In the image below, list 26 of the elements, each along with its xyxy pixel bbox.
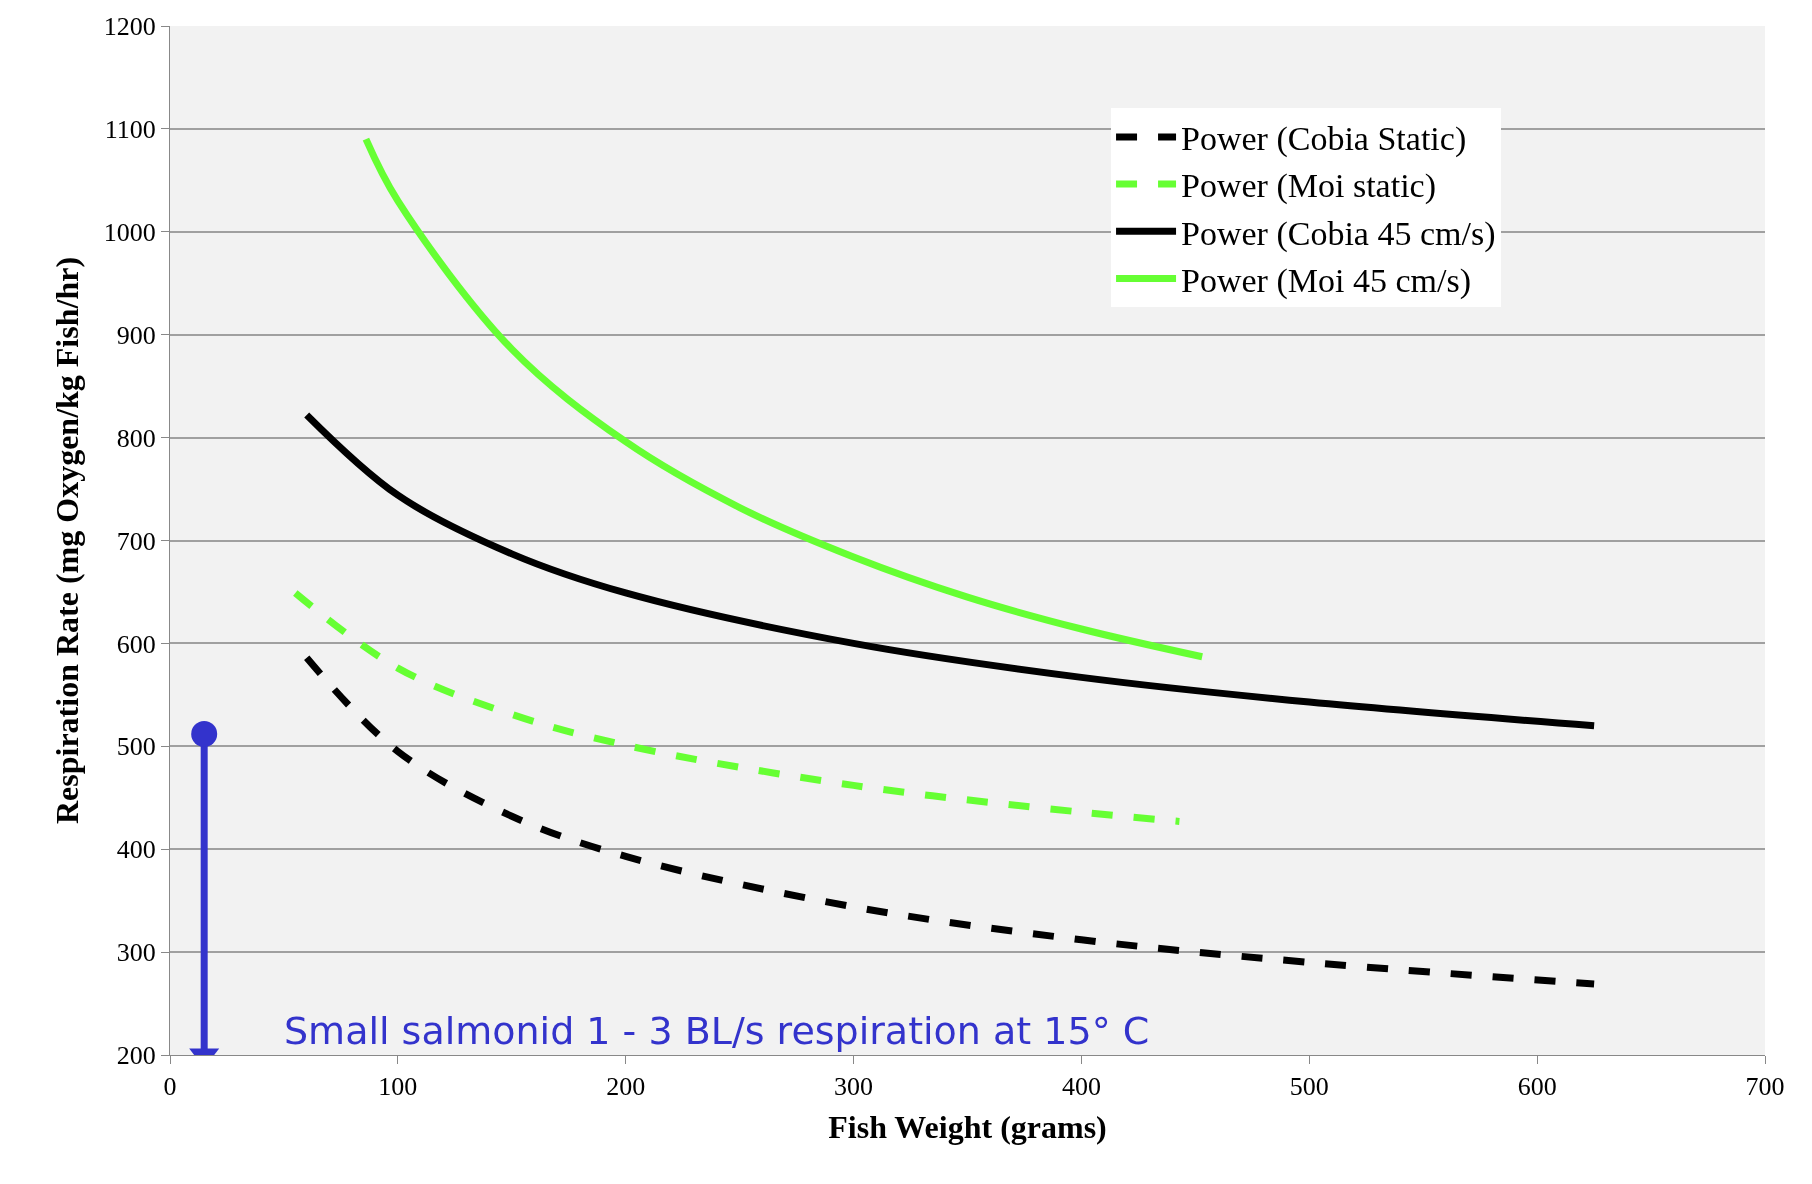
x-axis-title: Fish Weight (grams) (828, 1109, 1107, 1146)
y-tick-label: 700 (116, 526, 156, 556)
y-tick-label: 200 (116, 1041, 156, 1071)
x-tick-label: 500 (1289, 1072, 1329, 1102)
y-tick-label: 1200 (103, 12, 156, 42)
x-tick-label: 300 (834, 1072, 874, 1102)
y-tick-label: 1100 (104, 115, 156, 144)
x-tick-label: 400 (1061, 1072, 1101, 1102)
y-tick-label: 400 (116, 835, 156, 865)
x-tick-label: 600 (1517, 1072, 1557, 1102)
y-tick-label: 500 (116, 732, 156, 762)
x-tick-label: 200 (606, 1072, 646, 1102)
x-tick-label: 100 (378, 1072, 418, 1102)
legend-label: Power (Moi static) (1181, 167, 1436, 206)
y-axis-title: Respiration Rate (mg Oxygen/kg Fish/hr) (49, 256, 86, 825)
y-tick-label: 800 (116, 423, 156, 453)
x-tick-label: 700 (1745, 1072, 1785, 1102)
y-tick-label: 300 (116, 938, 156, 968)
y-tick-label: 900 (116, 320, 156, 350)
legend-label: Power (Cobia 45 cm/s) (1181, 214, 1496, 253)
y-tick-label: 1000 (103, 217, 156, 247)
x-tick-label: 0 (163, 1072, 177, 1102)
annotation: Small salmonid 1 - 3 BL/s respiration at 15° C (284, 1009, 1150, 1053)
legend-label: Power (Cobia Static) (1181, 120, 1467, 159)
y-tick-label: 600 (116, 629, 156, 659)
legend-label: Power (Moi 45 cm/s) (1181, 261, 1471, 300)
